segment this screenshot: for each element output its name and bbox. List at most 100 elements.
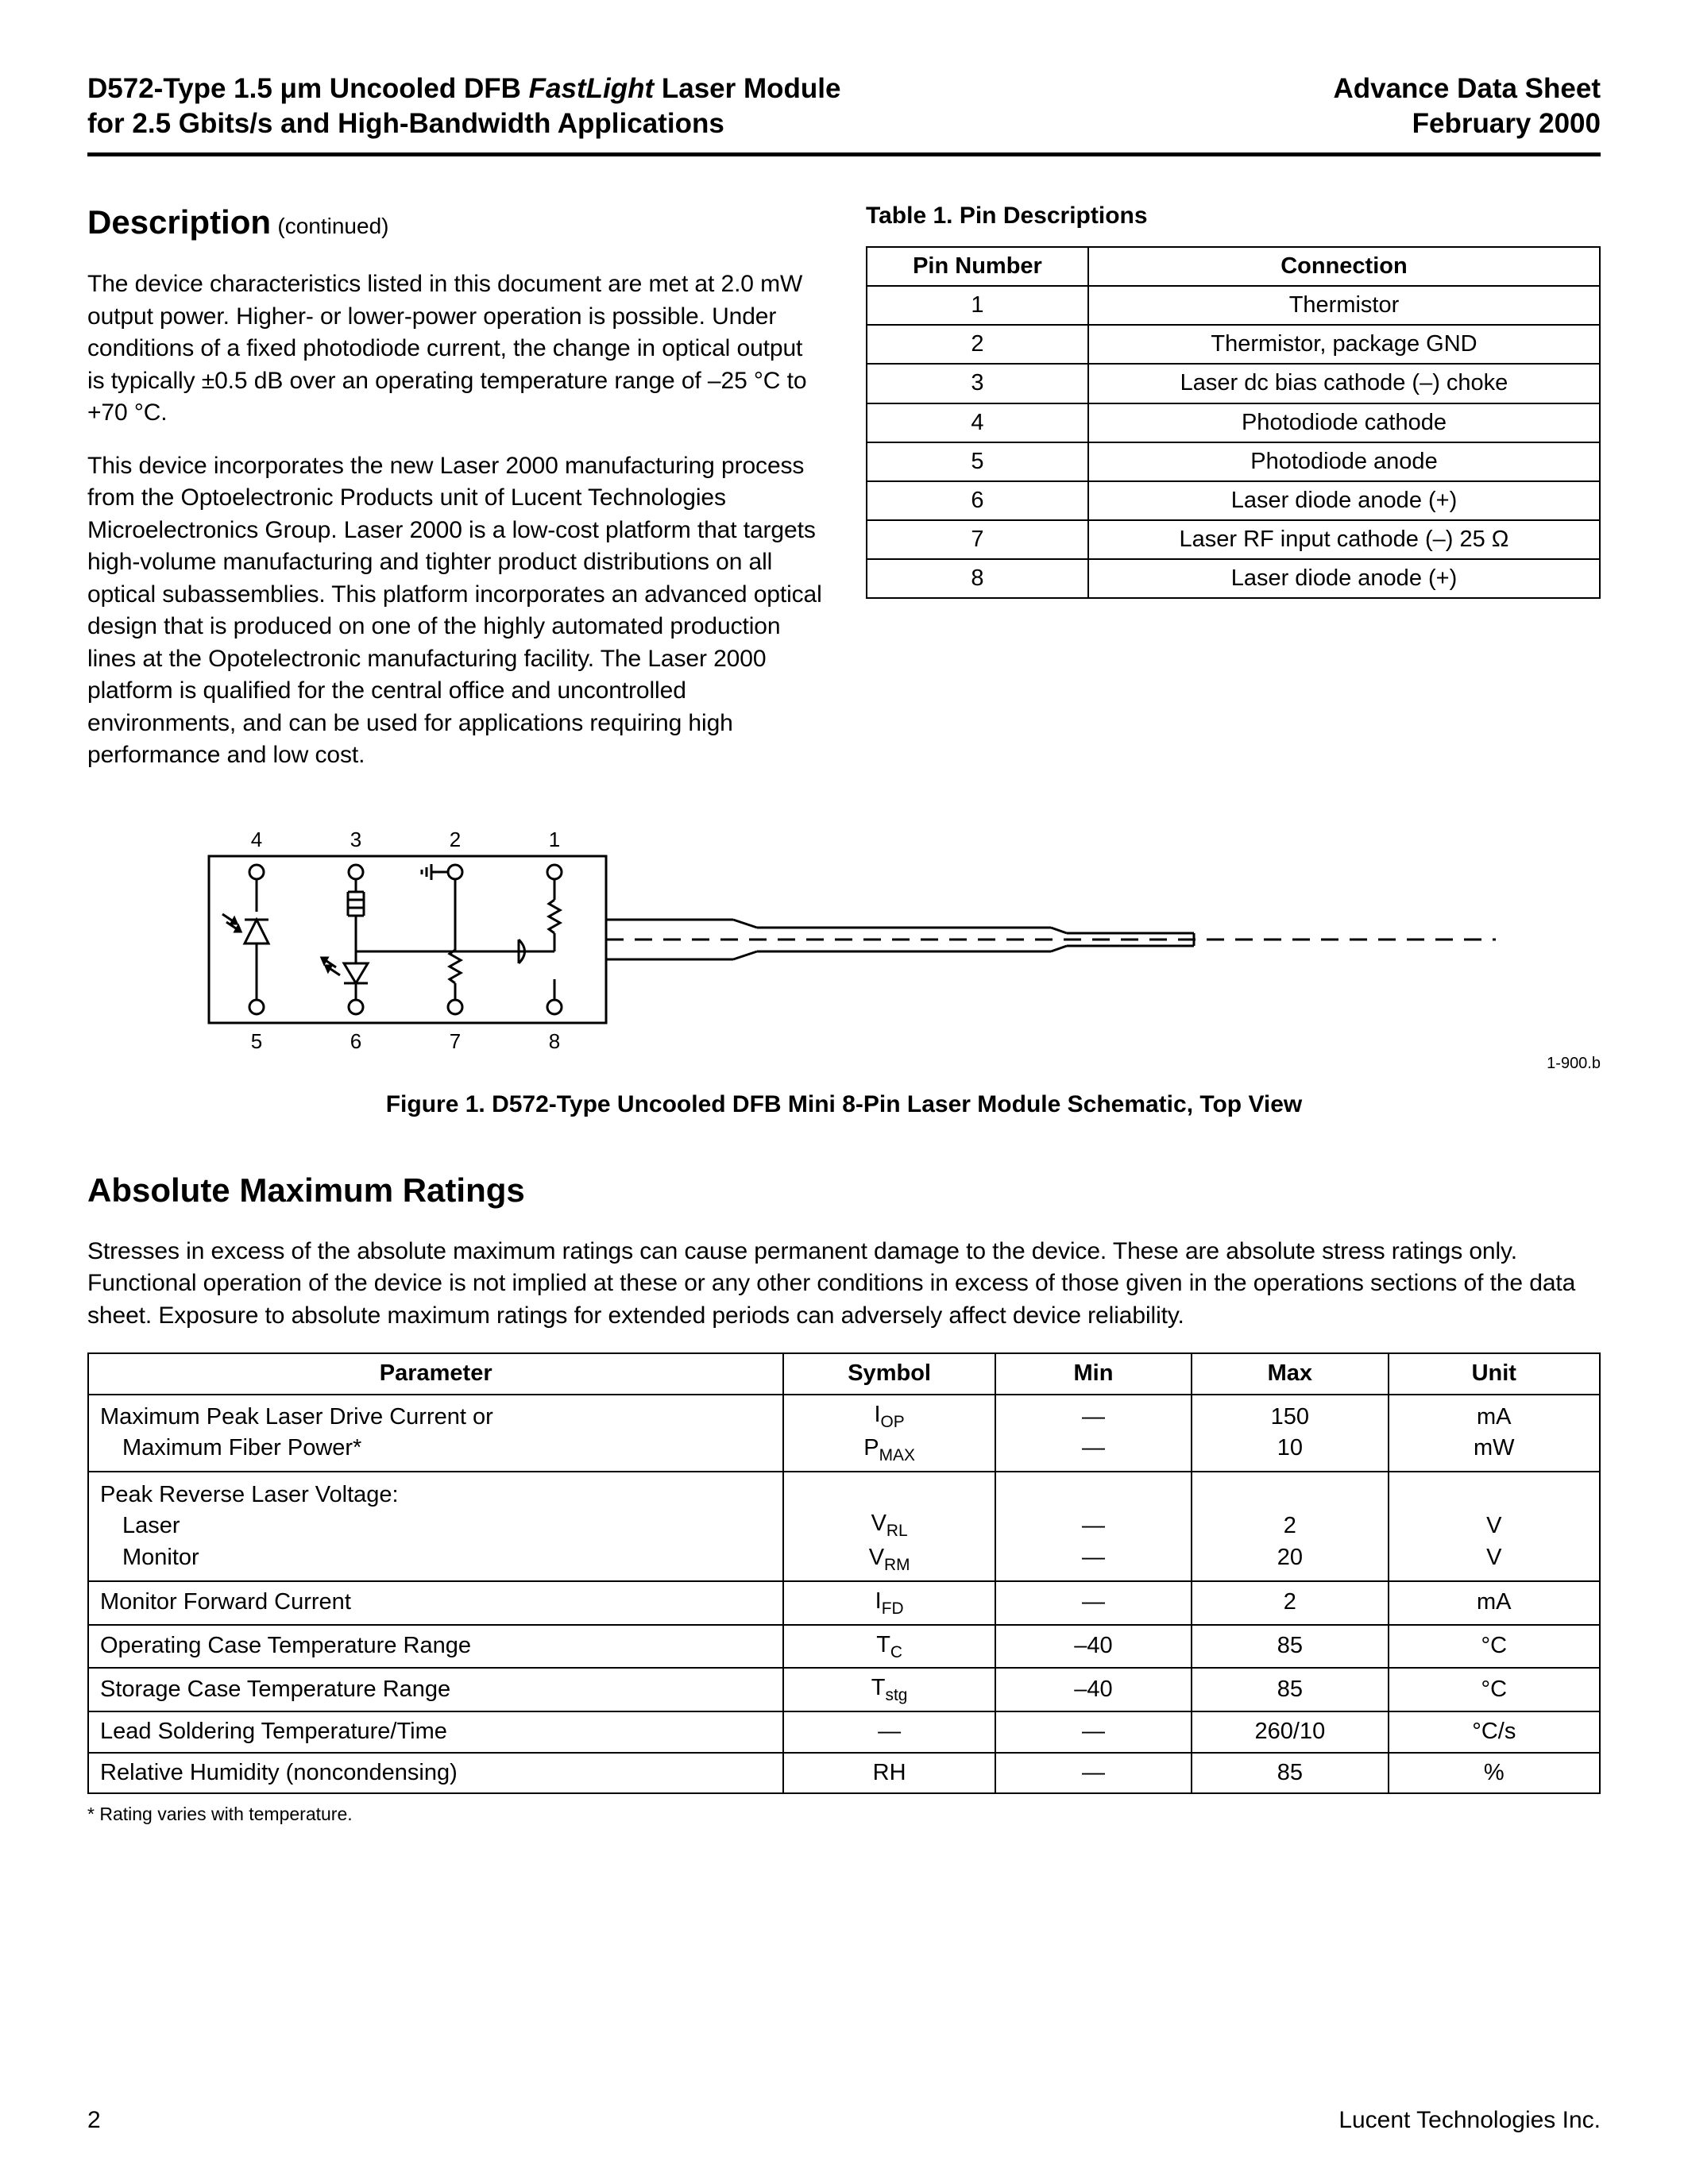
param-sub: Laser — [100, 1511, 771, 1542]
min-cell: —— — [995, 1472, 1192, 1580]
pin-label-1: 1 — [548, 828, 559, 851]
pin-num: 6 — [867, 481, 1088, 520]
min-cell: —— — [995, 1395, 1192, 1472]
sym-cell: VRLVRM — [783, 1472, 995, 1580]
t1b: m Uncooled DFB — [297, 73, 529, 104]
table-row: 7Laser RF input cathode (–) 25 Ω — [867, 520, 1600, 559]
table-row: 3Laser dc bias cathode (–) choke — [867, 364, 1600, 403]
min-cell: — — [995, 1581, 1192, 1625]
max-cell: 260/10 — [1192, 1711, 1388, 1752]
unit-cell: % — [1389, 1753, 1600, 1793]
col-pin-number: Pin Number — [867, 247, 1088, 286]
pin-num: 5 — [867, 442, 1088, 481]
unit: mW — [1474, 1435, 1515, 1461]
table-row: Peak Reverse Laser Voltage:LaserMonitor … — [88, 1472, 1600, 1580]
min: — — [1082, 1545, 1105, 1570]
pin-conn: Laser RF input cathode (–) 25 Ω — [1088, 520, 1600, 559]
ratings-heading: Absolute Maximum Ratings — [87, 1168, 1601, 1214]
sym-cell: TC — [783, 1625, 995, 1669]
ratings-section: Absolute Maximum Ratings Stresses in exc… — [87, 1168, 1601, 1827]
max: 2 — [1284, 1513, 1296, 1538]
title-line2: for 2.5 Gbits/s and High-Bandwidth Appli… — [87, 108, 724, 139]
table-row: Monitor Forward Current IFD — 2 mA — [88, 1581, 1600, 1625]
sym-cell: IOPPMAX — [783, 1395, 995, 1472]
header-title-left: D572-Type 1.5 μm Uncooled DFB FastLight … — [87, 71, 840, 141]
param-sub: Maximum Fiber Power* — [100, 1433, 771, 1464]
table-row: Relative Humidity (noncondensing) RH — 8… — [88, 1753, 1600, 1793]
pin-label-5: 5 — [250, 1029, 261, 1053]
table-row: Storage Case Temperature Range Tstg –40 … — [88, 1668, 1600, 1711]
unit: V — [1486, 1513, 1501, 1538]
param-cell: Monitor Forward Current — [88, 1581, 783, 1625]
sym-cell: — — [783, 1711, 995, 1752]
ratings-para: Stresses in excess of the absolute maxim… — [87, 1236, 1601, 1333]
param-cell: Peak Reverse Laser Voltage:LaserMonitor — [88, 1472, 783, 1580]
pin-conn: Photodiode anode — [1088, 442, 1600, 481]
unit-cell: mA — [1389, 1581, 1600, 1625]
two-column-section: Description (continued) The device chara… — [87, 200, 1601, 793]
pin-num: 3 — [867, 364, 1088, 403]
table-row: 5Photodiode anode — [867, 442, 1600, 481]
table-row: Lead Soldering Temperature/Time — — 260/… — [88, 1711, 1600, 1752]
doc-type: Advance Data Sheet — [1333, 73, 1601, 104]
company-name: Lucent Technologies Inc. — [1338, 2105, 1601, 2137]
table-row: Operating Case Temperature Range TC –40 … — [88, 1625, 1600, 1669]
sym: I — [874, 1402, 880, 1427]
table-row: 4Photodiode cathode — [867, 403, 1600, 442]
min-cell: –40 — [995, 1625, 1192, 1669]
sym: T — [876, 1632, 890, 1657]
t1mu: μ — [280, 73, 297, 104]
symsub: MAX — [879, 1446, 915, 1464]
symsub: FD — [882, 1599, 904, 1617]
header-title-right: Advance Data Sheet February 2000 — [1333, 71, 1601, 141]
symsub: OP — [881, 1412, 905, 1430]
max: 10 — [1277, 1435, 1303, 1461]
page-number: 2 — [87, 2105, 101, 2137]
description-heading-block: Description (continued) — [87, 200, 822, 245]
pin-label-6: 6 — [350, 1029, 361, 1053]
table-row: Maximum Peak Laser Drive Current orMaxim… — [88, 1395, 1600, 1472]
table-row: 1Thermistor — [867, 286, 1600, 325]
page-footer: 2 Lucent Technologies Inc. — [87, 2105, 1601, 2137]
title-line1: D572-Type 1.5 μm Uncooled DFB FastLight … — [87, 73, 840, 104]
table-row: Parameter Symbol Min Max Unit — [88, 1353, 1600, 1394]
symsub: C — [890, 1642, 902, 1661]
max-cell: 85 — [1192, 1753, 1388, 1793]
pin-num: 2 — [867, 325, 1088, 364]
pin-conn: Thermistor, package GND — [1088, 325, 1600, 364]
t1ital: FastLight — [529, 73, 654, 104]
table-row: 8Laser diode anode (+) — [867, 559, 1600, 598]
max: 20 — [1277, 1545, 1303, 1570]
col-symbol: Symbol — [783, 1353, 995, 1394]
figure-1-caption: Figure 1. D572-Type Uncooled DFB Mini 8-… — [87, 1089, 1601, 1121]
sym: I — [875, 1588, 882, 1614]
schematic-diagram-icon: 4 3 2 1 5 6 7 8 — [177, 824, 1512, 1071]
symsub: RM — [884, 1555, 910, 1573]
sym: P — [863, 1435, 879, 1461]
unit: V — [1486, 1545, 1501, 1570]
min: — — [1082, 1435, 1105, 1461]
pin-conn: Thermistor — [1088, 286, 1600, 325]
pin-num: 1 — [867, 286, 1088, 325]
sym-cell: Tstg — [783, 1668, 995, 1711]
unit-cell: mAmW — [1389, 1395, 1600, 1472]
min-cell: — — [995, 1753, 1192, 1793]
symsub: stg — [886, 1686, 908, 1704]
pin-label-3: 3 — [350, 828, 361, 851]
description-heading: Description — [87, 203, 271, 241]
unit-cell: °C — [1389, 1625, 1600, 1669]
sym: V — [871, 1511, 886, 1536]
unit-cell: °C — [1389, 1668, 1600, 1711]
max-cell: 85 — [1192, 1668, 1388, 1711]
sym-cell: IFD — [783, 1581, 995, 1625]
max-cell: 85 — [1192, 1625, 1388, 1669]
pin-descriptions-table: Pin Number Connection 1Thermistor 2Therm… — [866, 246, 1601, 599]
pin-conn: Laser dc bias cathode (–) choke — [1088, 364, 1600, 403]
figure-1-block: 4 3 2 1 5 6 7 8 1-900.b Figure 1. D572-T… — [87, 824, 1601, 1121]
ratings-table: Parameter Symbol Min Max Unit Maximum Pe… — [87, 1352, 1601, 1793]
pin-conn: Photodiode cathode — [1088, 403, 1600, 442]
col-parameter: Parameter — [88, 1353, 783, 1394]
max-cell: 15010 — [1192, 1395, 1388, 1472]
t1c: Laser Module — [654, 73, 840, 104]
pin-label-2: 2 — [449, 828, 460, 851]
